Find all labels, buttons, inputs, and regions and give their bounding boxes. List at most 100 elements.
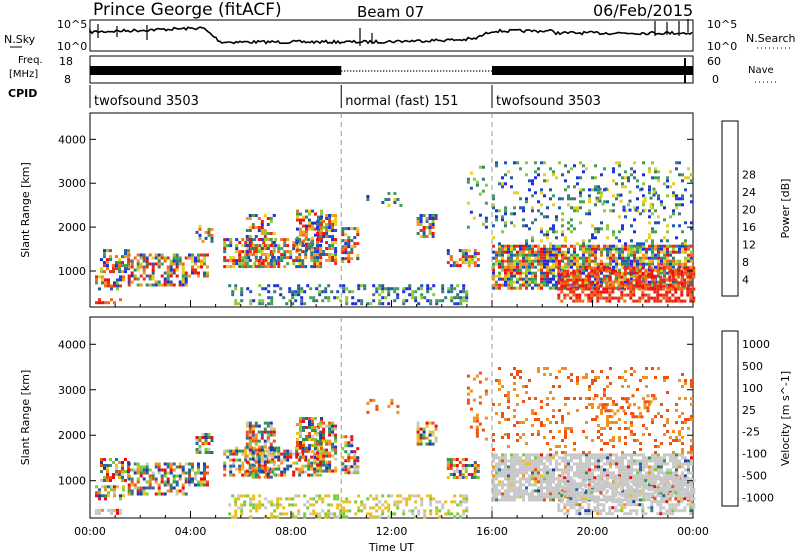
power-cell — [223, 244, 227, 248]
velocity-cell — [581, 482, 585, 486]
power-cell — [254, 247, 258, 250]
power-cell — [635, 284, 639, 288]
power-cell — [274, 244, 278, 248]
velocity-cell — [316, 469, 320, 473]
power-cell — [431, 232, 435, 235]
power-cell — [261, 302, 265, 306]
power-cell — [402, 299, 406, 303]
power-cell — [516, 259, 519, 263]
velocity-cell — [428, 433, 432, 437]
power-cell — [495, 286, 498, 290]
velocity-cell — [248, 436, 252, 440]
power-cell — [600, 262, 603, 266]
velocity-cell — [311, 426, 314, 429]
velocity-cell — [605, 476, 609, 480]
power-cell — [163, 283, 167, 287]
power-cell — [582, 244, 585, 248]
power-cell — [675, 280, 678, 284]
velocity-cell — [269, 427, 273, 431]
velocity-cell — [450, 512, 454, 516]
power-cell — [648, 280, 651, 284]
velocity-cell — [657, 471, 660, 475]
power-cell — [507, 265, 510, 269]
power-cell — [546, 250, 549, 254]
velocity-cell — [612, 474, 615, 478]
power-cell — [235, 259, 239, 263]
velocity-cell — [420, 500, 424, 504]
power-cell — [657, 197, 660, 201]
power-cell — [452, 261, 456, 265]
power-cell — [476, 258, 480, 262]
power-cell — [557, 272, 561, 276]
velocity-cell — [537, 462, 540, 466]
power-cell — [549, 259, 552, 263]
power-cell — [605, 290, 609, 294]
power-cell — [264, 287, 268, 291]
velocity-cell — [540, 468, 543, 472]
velocity-cell — [549, 492, 552, 496]
velocity-cell — [417, 509, 421, 513]
power-cell — [576, 206, 579, 210]
power-cell — [118, 261, 121, 265]
velocity-cell — [566, 494, 570, 498]
velocity-cell — [314, 429, 317, 432]
power-cell — [411, 296, 415, 300]
velocity-cell — [328, 463, 332, 467]
power-cell — [620, 293, 624, 297]
power-cell — [320, 212, 323, 216]
velocity-cell — [654, 453, 657, 457]
power-cell — [681, 250, 684, 254]
velocity-cell — [390, 401, 394, 405]
power-cell — [244, 253, 248, 257]
velocity-cell — [263, 430, 267, 434]
velocity-cell — [198, 439, 202, 442]
velocity-cell — [651, 471, 654, 475]
power-cell — [570, 230, 573, 234]
velocity-cell — [674, 497, 678, 501]
power-cell — [253, 250, 257, 254]
power-cell — [596, 293, 600, 297]
velocity-cell — [269, 454, 273, 458]
power-cell — [302, 230, 305, 234]
velocity-cell — [145, 471, 149, 475]
velocity-cell — [606, 480, 609, 484]
velocity-cell — [567, 471, 570, 475]
power-cell — [321, 299, 325, 303]
power-cell — [492, 283, 495, 287]
velocity-cell — [588, 462, 591, 466]
power-cell — [334, 241, 338, 244]
velocity-cell — [579, 474, 582, 478]
velocity-cell — [310, 473, 314, 477]
velocity-cell — [244, 446, 248, 450]
velocity-cell — [416, 439, 420, 443]
power-cell — [687, 247, 690, 251]
velocity-cell — [252, 503, 256, 507]
velocity-cell — [331, 427, 335, 431]
power-cell — [683, 281, 687, 285]
power-cell — [570, 256, 573, 260]
velocity-cell — [238, 464, 242, 468]
power-cell — [581, 287, 585, 291]
velocity-cell — [540, 492, 543, 496]
power-cell — [519, 259, 522, 263]
power-cell — [449, 255, 453, 259]
power-cell — [328, 217, 332, 220]
power-cell — [495, 283, 498, 287]
velocity-cell — [431, 430, 435, 434]
velocity-cell — [314, 438, 317, 441]
power-cell — [648, 256, 651, 260]
power-cell — [546, 230, 549, 234]
power-cell — [266, 244, 270, 247]
velocity-cell — [578, 506, 582, 510]
power-cell — [633, 176, 636, 180]
velocity-cell — [324, 494, 328, 498]
power-cell — [675, 197, 678, 201]
velocity-cell — [417, 494, 421, 498]
velocity-cell — [659, 512, 663, 516]
power-cell — [615, 161, 618, 165]
power-cell — [558, 274, 561, 278]
power-cell — [534, 161, 537, 165]
velocity-cell — [229, 452, 233, 456]
power-cell — [684, 250, 687, 254]
velocity-cell — [320, 417, 323, 420]
